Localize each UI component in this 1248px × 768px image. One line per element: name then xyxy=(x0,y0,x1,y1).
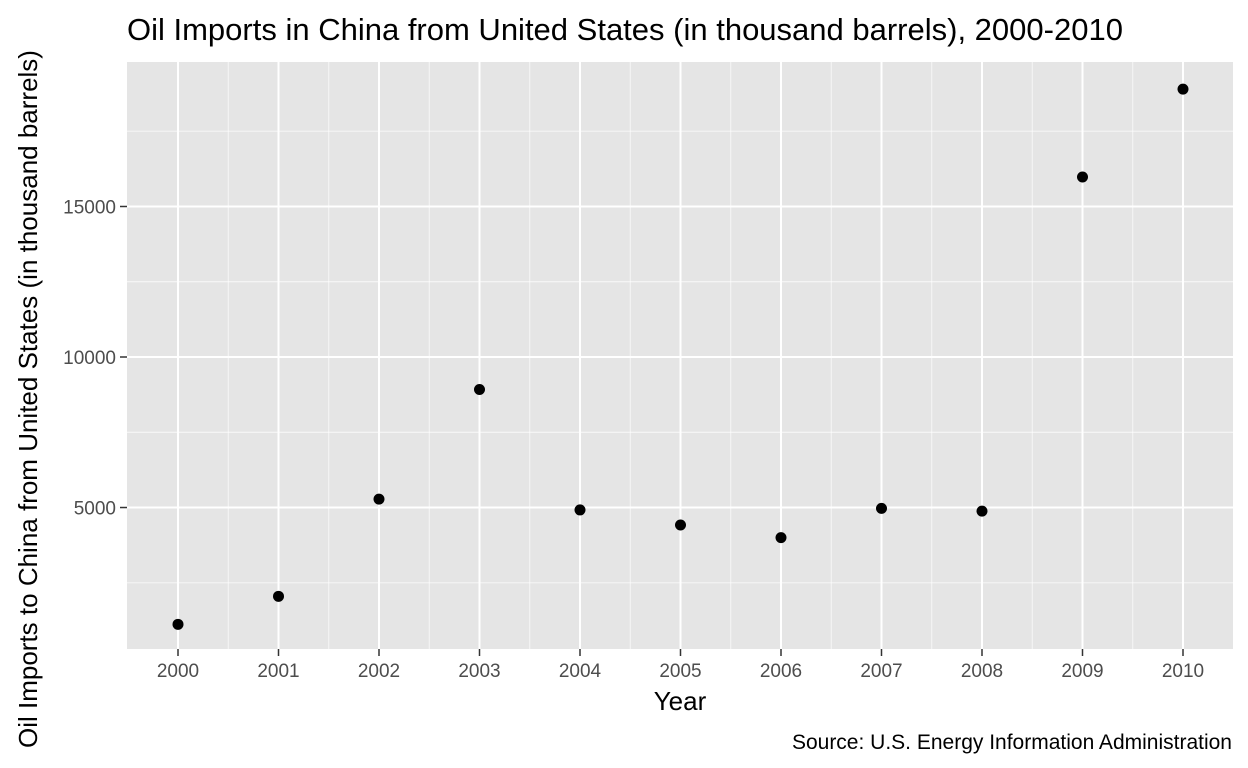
data-point xyxy=(273,590,284,602)
x-axis-title: Year xyxy=(654,686,707,716)
x-axis-ticks: 2000 2001 2002 2003 2004 2005 2006 2007 2008 2009… xyxy=(157,649,1204,682)
data-point xyxy=(172,618,184,630)
x-tick-label: 2009 xyxy=(1061,661,1103,682)
major-gridlines xyxy=(127,62,1233,649)
y-tick-label: 10000 xyxy=(63,348,116,369)
data-point xyxy=(775,532,787,544)
x-tick-label: 2000 xyxy=(157,661,199,682)
x-tick-label: 2010 xyxy=(1162,661,1204,682)
x-tick-label: 2005 xyxy=(659,661,701,682)
data-point xyxy=(976,505,988,517)
y-axis-title: Oil Imports to China from United States … xyxy=(13,50,43,748)
x-tick-label: 2008 xyxy=(961,661,1003,682)
data-point xyxy=(1177,83,1189,95)
y-axis-ticks: 5000 10000 15000 xyxy=(63,197,127,520)
x-tick-label: 2001 xyxy=(257,661,299,682)
data-point xyxy=(675,519,686,531)
y-tick-label: 5000 xyxy=(74,499,116,520)
data-points xyxy=(172,83,1189,630)
x-tick-label: 2006 xyxy=(760,661,802,682)
x-tick-label: 2003 xyxy=(458,661,500,682)
chart-title: Oil Imports in China from United States … xyxy=(127,12,1123,47)
source-caption: Source: U.S. Energy Information Administ… xyxy=(792,731,1232,754)
x-tick-label: 2002 xyxy=(358,661,400,682)
data-point xyxy=(474,384,485,396)
data-point xyxy=(373,493,385,505)
data-point xyxy=(876,502,887,514)
y-tick-label: 15000 xyxy=(63,197,116,218)
x-tick-label: 2007 xyxy=(860,661,902,682)
data-point xyxy=(1077,171,1088,183)
x-tick-label: 2004 xyxy=(559,661,602,682)
data-point xyxy=(574,504,586,516)
